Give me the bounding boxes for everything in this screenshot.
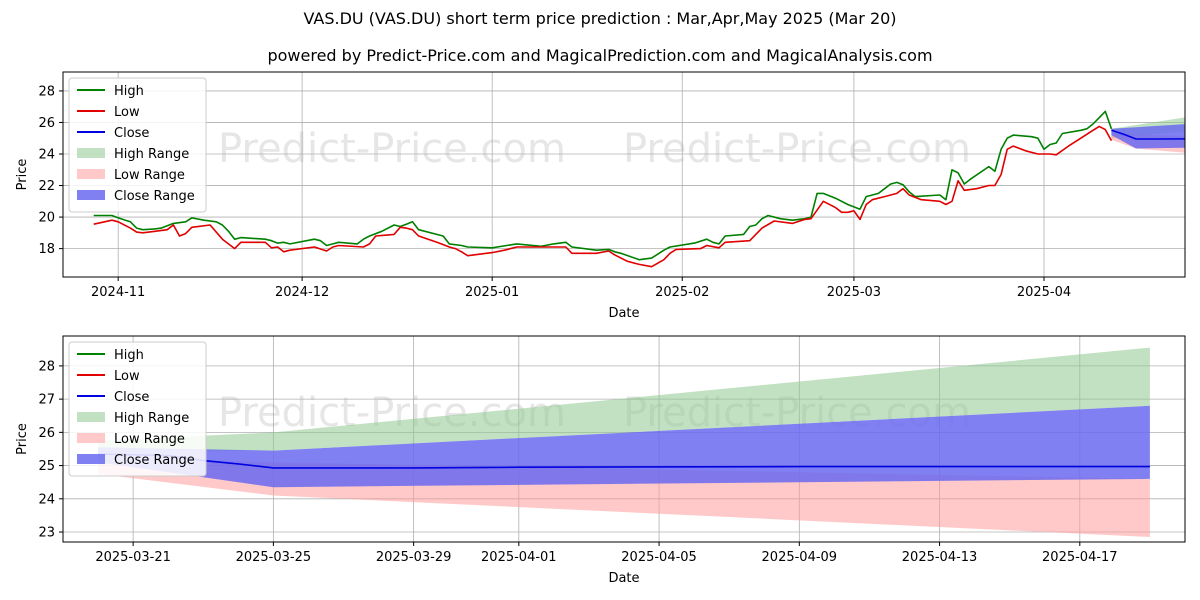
y-axis-label: Price [15, 423, 30, 455]
x-tick-label: 2024-11 [91, 285, 145, 300]
x-tick-label: 2025-03-21 [95, 550, 171, 565]
legend-swatch-low-range [77, 433, 105, 443]
series-line-high [93, 110, 1113, 261]
legend-label-high-range: High Range [114, 147, 189, 162]
axes-frame [62, 71, 1186, 278]
x-tick-label: 2025-02 [655, 285, 709, 300]
legend-label-close: Close [114, 126, 149, 141]
y-tick-label: 27 [38, 393, 55, 408]
y-tick-label: 18 [38, 242, 55, 257]
y-axis-label: Price [15, 159, 30, 191]
legend-label-low-range: Low Range [114, 168, 185, 183]
y-tick-label: 20 [38, 211, 55, 226]
plot-area [98, 347, 1150, 537]
legend-swatch-low-range [77, 169, 105, 179]
y-tick-label: 28 [38, 359, 55, 374]
legend-swatch-high-range [77, 412, 105, 422]
series-line-low [93, 125, 1113, 268]
axes-frame [62, 335, 1186, 543]
legend-label-high: High [114, 84, 144, 99]
y-tick-label: 26 [38, 116, 55, 131]
y-tick-label: 24 [38, 492, 55, 507]
top-chart-panel: Predict-Price.com Predict-Price.com 2024-1… [15, 71, 1186, 321]
legend-label-high-range: High Range [114, 411, 189, 426]
x-tick-label: 2025-04-05 [621, 550, 697, 565]
legend-swatch-close-range [77, 190, 105, 200]
x-axis-label: Date [608, 571, 639, 586]
x-tick-label: 2024-12 [275, 285, 329, 300]
legend-label-low: Low [114, 369, 140, 384]
x-tick-label: 2025-04-17 [1042, 550, 1118, 565]
bottom-chart-panel: Predict-Price.comPredict-Price.com2025-0… [15, 335, 1186, 586]
x-tick-label: 2025-03 [827, 285, 881, 300]
legend-label-low: Low [114, 105, 140, 120]
band-close-range [1111, 124, 1185, 149]
legend-label-close-range: Close Range [114, 189, 195, 204]
y-tick-label: 26 [38, 426, 55, 441]
chart-subtitle: powered by Predict-Price.com and Magical… [267, 46, 933, 65]
legend-swatch-high-range [77, 148, 105, 158]
x-tick-label: 2025-04-01 [481, 550, 557, 565]
watermark-text: Predict-Price.com [218, 126, 566, 172]
x-axis-label: Date [608, 306, 639, 321]
x-tick-label: 2025-04 [1017, 285, 1071, 300]
watermark-text: Predict-Price.com [623, 126, 971, 172]
legend-swatch-close-range [77, 454, 105, 464]
x-tick-label: 2025-01 [465, 285, 519, 300]
x-tick-label: 2025-03-29 [376, 550, 452, 565]
legend-label-close-range: Close Range [114, 453, 195, 468]
chart-title: VAS.DU (VAS.DU) short term price predict… [303, 9, 897, 28]
y-tick-label: 25 [38, 459, 55, 474]
plot-area [93, 110, 1185, 268]
y-tick-label: 23 [38, 526, 55, 541]
legend-label-low-range: Low Range [114, 432, 185, 447]
y-tick-label: 24 [38, 148, 55, 163]
series-line-close [1111, 129, 1185, 140]
y-tick-label: 22 [38, 179, 55, 194]
x-tick-label: 2025-04-13 [902, 550, 978, 565]
band-high-range [98, 347, 1150, 453]
x-tick-label: 2025-03-25 [236, 550, 312, 565]
y-tick-label: 28 [38, 84, 55, 99]
legend-label-high: High [114, 348, 144, 363]
legend-label-close: Close [114, 390, 149, 405]
x-tick-label: 2025-04-09 [762, 550, 838, 565]
